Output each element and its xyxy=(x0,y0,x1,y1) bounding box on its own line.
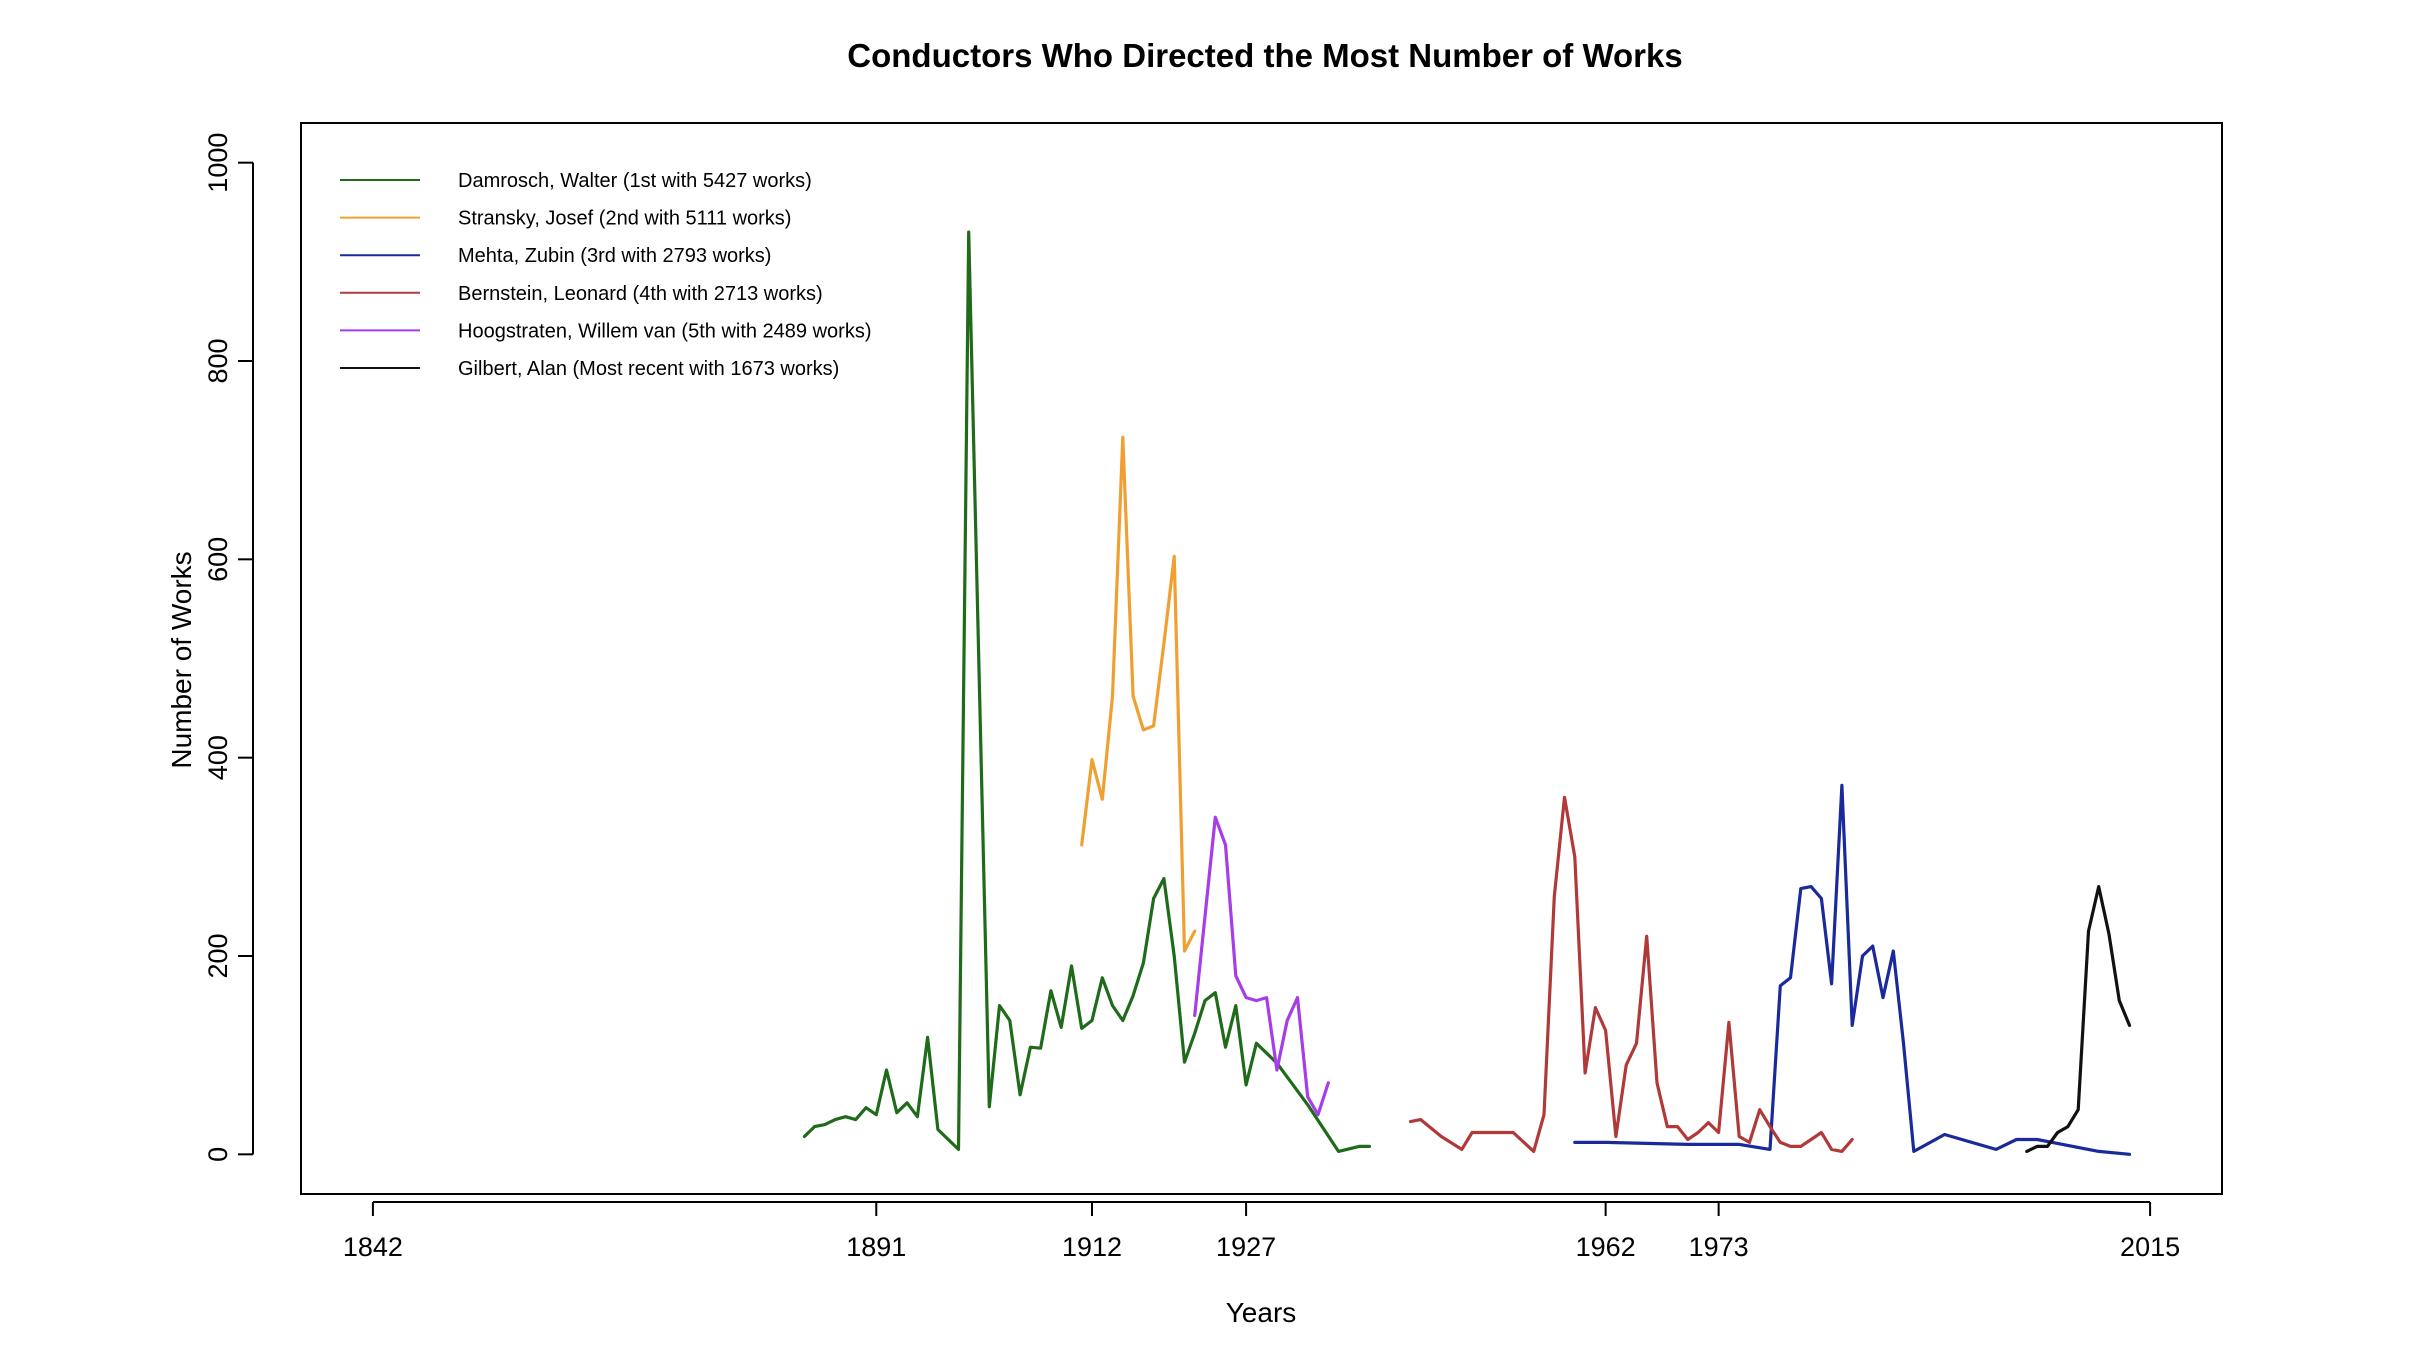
series-line-1 xyxy=(802,230,1372,1154)
series-line-2 xyxy=(1080,435,1197,953)
y-tick-label: 800 xyxy=(203,338,233,383)
legend-label-4: Bernstein, Leonard (4th with 2713 works) xyxy=(458,283,823,305)
y-tick-label: 600 xyxy=(203,537,233,582)
chart-title: Conductors Who Directed the Most Number … xyxy=(847,37,1682,74)
x-tick-label: 1962 xyxy=(1576,1232,1636,1262)
x-tick-label: 1912 xyxy=(1062,1232,1122,1262)
x-tick-label: 1842 xyxy=(343,1232,403,1262)
x-tick-label: 2015 xyxy=(2120,1232,2180,1262)
legend: Damrosch, Walter (1st with 5427 works) St… xyxy=(340,170,872,380)
y-tick-label: 0 xyxy=(203,1147,233,1162)
y-axis-label: Number of Works xyxy=(166,551,197,768)
legend-label-3: Mehta, Zubin (3rd with 2793 works) xyxy=(458,245,771,267)
series-line-5 xyxy=(1193,815,1330,1117)
y-tick-label: 400 xyxy=(203,735,233,780)
x-tick-label: 1927 xyxy=(1216,1232,1276,1262)
series-lines xyxy=(802,230,2132,1156)
series-line-6 xyxy=(2025,884,2132,1154)
x-tick-label: 1891 xyxy=(846,1232,906,1262)
y-axis: 0 200 400 600 800 1000 xyxy=(203,133,254,1162)
x-axis: 1842 1891 1912 1927 1962 1973 2015 xyxy=(343,1201,2180,1262)
y-tick-label: 200 xyxy=(203,933,233,978)
legend-label-5: Hoogstraten, Willem van (5th with 2489 w… xyxy=(458,320,872,342)
plot-area-frame xyxy=(300,122,2223,1195)
series-line-4 xyxy=(1408,795,1854,1154)
y-tick-label: 1000 xyxy=(203,133,233,193)
series-line-3 xyxy=(1573,783,2132,1156)
x-axis-label: Years xyxy=(1226,1297,1297,1328)
legend-label-2: Stransky, Josef (2nd with 5111 works) xyxy=(458,208,791,230)
legend-label-1: Damrosch, Walter (1st with 5427 works) xyxy=(458,170,812,192)
x-tick-label: 1973 xyxy=(1689,1232,1749,1262)
legend-label-6: Gilbert, Alan (Most recent with 1673 wor… xyxy=(458,358,839,380)
